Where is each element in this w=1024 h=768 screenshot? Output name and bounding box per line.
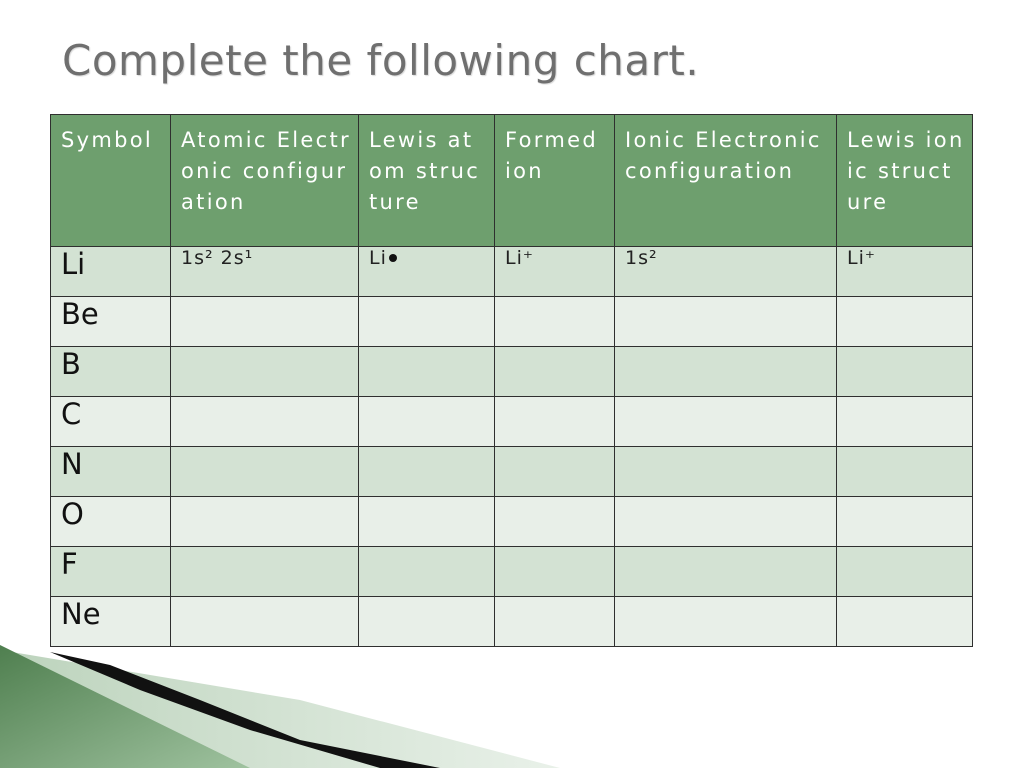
cell-atomic-config — [170, 346, 359, 397]
cell-lewis-atom — [358, 446, 495, 497]
cell-lewis-atom: Li — [358, 246, 495, 297]
cell-lewis-atom — [358, 296, 495, 347]
cell-formed-ion — [494, 296, 615, 347]
cell-symbol: Li — [50, 246, 171, 297]
cell-symbol: O — [50, 496, 171, 547]
cell-formed-ion — [494, 546, 615, 597]
cell-ionic-config: 1s² — [614, 246, 837, 297]
table-row-be: Be — [50, 296, 973, 347]
cell-formed-ion — [494, 596, 615, 647]
cell-lewis-ionic — [836, 296, 973, 347]
cell-lewis-ionic — [836, 596, 973, 647]
lewis-atom-symbol: Li — [369, 247, 387, 270]
table-row-b: B — [50, 346, 973, 397]
cell-lewis-atom — [358, 546, 495, 597]
cell-ionic-config — [614, 396, 837, 447]
cell-symbol: F — [50, 546, 171, 597]
cell-atomic-config — [170, 296, 359, 347]
cell-formed-ion — [494, 396, 615, 447]
table-row-n: N — [50, 446, 973, 497]
cell-lewis-atom — [358, 496, 495, 547]
cell-lewis-ionic: Li⁺ — [836, 246, 973, 297]
table-row-c: C — [50, 396, 973, 447]
header-symbol: Symbol — [50, 114, 171, 247]
cell-lewis-atom — [358, 396, 495, 447]
cell-lewis-ionic — [836, 546, 973, 597]
cell-atomic-config — [170, 596, 359, 647]
electron-configuration-table: Symbol Atomic Electronic configuration L… — [50, 114, 973, 647]
cell-ionic-config — [614, 296, 837, 347]
table-row-f: F — [50, 546, 973, 597]
cell-ionic-config — [614, 596, 837, 647]
cell-formed-ion — [494, 496, 615, 547]
table-row-li: Li 1s² 2s¹ Li Li⁺ 1s² Li⁺ — [50, 246, 973, 297]
cell-formed-ion — [494, 346, 615, 397]
cell-symbol: N — [50, 446, 171, 497]
valence-electron-dot — [388, 253, 397, 262]
cell-lewis-ionic — [836, 396, 973, 447]
cell-lewis-ionic — [836, 446, 973, 497]
cell-atomic-config — [170, 496, 359, 547]
cell-atomic-config — [170, 546, 359, 597]
cell-lewis-ionic — [836, 496, 973, 547]
cell-ionic-config — [614, 446, 837, 497]
cell-atomic-config — [170, 396, 359, 447]
header-atomic-config: Atomic Electronic configuration — [170, 114, 359, 247]
cell-atomic-config: 1s² 2s¹ — [170, 246, 359, 297]
cell-ionic-config — [614, 496, 837, 547]
slide-title: Complete the following chart. — [62, 36, 700, 85]
cell-lewis-atom — [358, 346, 495, 397]
cell-formed-ion — [494, 446, 615, 497]
header-ionic-config: Ionic Electronic configuration — [614, 114, 837, 247]
cell-lewis-atom — [358, 596, 495, 647]
table-row-o: O — [50, 496, 973, 547]
cell-symbol: C — [50, 396, 171, 447]
decoration-swoosh-green — [0, 645, 250, 768]
cell-lewis-ionic — [836, 346, 973, 397]
cell-ionic-config — [614, 546, 837, 597]
cell-ionic-config — [614, 346, 837, 397]
cell-atomic-config — [170, 446, 359, 497]
cell-symbol: B — [50, 346, 171, 397]
cell-symbol: Ne — [50, 596, 171, 647]
header-lewis-ionic: Lewis ionic structure — [836, 114, 973, 247]
header-formed-ion: Formed ion — [494, 114, 615, 247]
header-lewis-atom: Lewis atom structure — [358, 114, 495, 247]
table-header-row: Symbol Atomic Electronic configuration L… — [50, 114, 973, 247]
decoration-swoosh-dark — [50, 652, 440, 768]
table-row-ne: Ne — [50, 596, 973, 647]
cell-symbol: Be — [50, 296, 171, 347]
cell-formed-ion: Li⁺ — [494, 246, 615, 297]
